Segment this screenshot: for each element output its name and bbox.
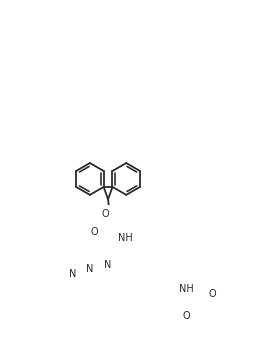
Text: O: O [101, 209, 109, 219]
Text: N: N [86, 264, 93, 274]
Text: NH: NH [118, 233, 133, 243]
Text: N: N [104, 260, 111, 270]
Text: N: N [69, 269, 77, 279]
Text: NH: NH [178, 284, 193, 294]
Text: O: O [90, 227, 98, 237]
Text: O: O [182, 312, 190, 321]
Text: O: O [208, 289, 216, 299]
